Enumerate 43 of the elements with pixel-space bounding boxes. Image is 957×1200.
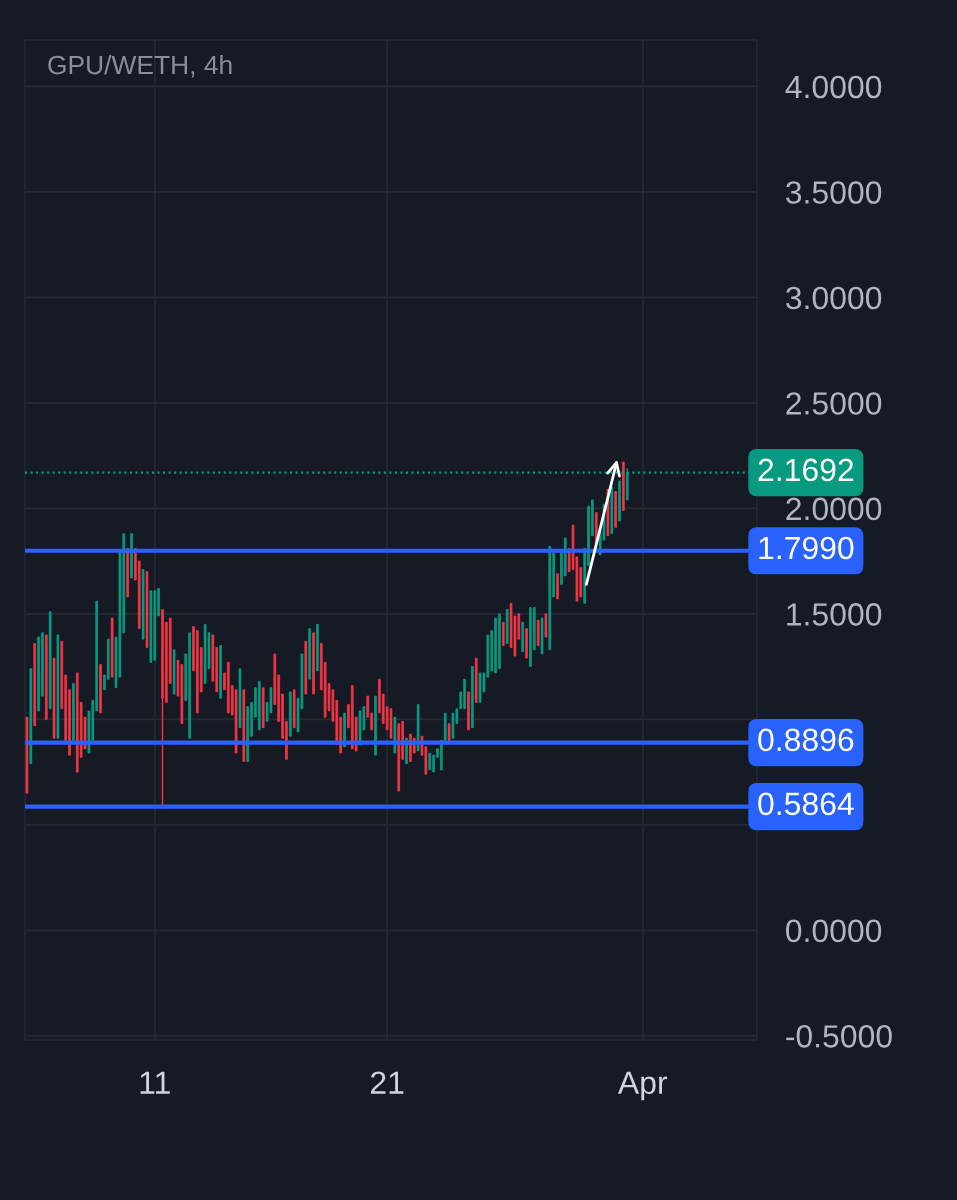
- y-tick-label: 2.0000: [786, 497, 882, 521]
- ref-line-label: 0.8896: [758, 728, 854, 752]
- x-tick-label: 11: [140, 1071, 170, 1094]
- candlestick: [227, 661, 230, 714]
- y-tick-label: 4.0000: [785, 75, 882, 99]
- candlestick: [614, 490, 617, 529]
- candlestick: [219, 644, 222, 699]
- y-tick-label: 1.5000: [787, 603, 882, 626]
- candlestick: [502, 621, 505, 647]
- ref-line-label: 0.5864: [758, 792, 854, 816]
- candlestick: [37, 636, 40, 712]
- x-tick-label: 21: [370, 1071, 404, 1094]
- candlestick: [525, 627, 528, 659]
- candlestick: [467, 691, 470, 731]
- candlestick: [161, 608, 164, 807]
- y-tick-label: -0.5000: [786, 1025, 892, 1048]
- candlestick: [544, 613, 548, 638]
- candlestick: [471, 665, 474, 729]
- candlestick: [494, 617, 497, 674]
- x-tick-label: Apr: [617, 1071, 668, 1101]
- chart-title: GPU/WETH, 4h: [48, 55, 232, 78]
- candlestick: [316, 623, 319, 672]
- candlestick: [618, 480, 621, 522]
- candlestick: [498, 613, 501, 670]
- candlestick: [308, 627, 311, 680]
- candlestick: [312, 632, 315, 695]
- candlestick: [463, 678, 466, 710]
- ref-line-label: 1.7990: [759, 536, 854, 560]
- y-tick-label: 2.5000: [786, 392, 882, 415]
- candlestick: [126, 547, 129, 598]
- candlestick: [188, 632, 191, 740]
- candlestick: [405, 737, 408, 765]
- ref-line-label: 2.1692: [758, 458, 854, 482]
- y-tick-label: 3.5000: [786, 181, 882, 204]
- candlestick: [72, 682, 75, 742]
- candlestick: [99, 663, 102, 714]
- candlestick: [529, 606, 532, 668]
- candlestick: [409, 733, 412, 763]
- y-tick-label: 3.0000: [786, 286, 882, 310]
- candlestick: [622, 461, 625, 512]
- candlestick: [556, 573, 559, 600]
- y-tick-label: 0.0000: [786, 919, 882, 943]
- candlestick: [196, 630, 199, 714]
